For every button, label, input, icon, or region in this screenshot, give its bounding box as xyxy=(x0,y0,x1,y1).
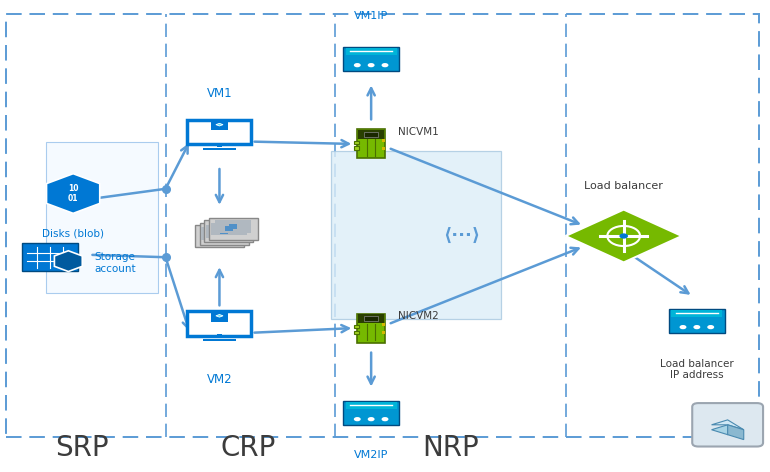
Circle shape xyxy=(354,417,360,421)
Bar xyxy=(383,323,386,326)
Text: NRP: NRP xyxy=(422,434,479,463)
Bar xyxy=(364,316,378,321)
FancyBboxPatch shape xyxy=(220,229,228,234)
Text: Storage
account: Storage account xyxy=(95,252,136,274)
FancyBboxPatch shape xyxy=(354,141,359,144)
FancyBboxPatch shape xyxy=(203,339,236,341)
Circle shape xyxy=(354,63,360,67)
FancyBboxPatch shape xyxy=(225,227,233,231)
Bar xyxy=(6,14,759,437)
FancyBboxPatch shape xyxy=(209,218,258,240)
Circle shape xyxy=(619,233,628,239)
Polygon shape xyxy=(565,210,682,262)
Bar xyxy=(358,130,384,139)
Text: Load balancer: Load balancer xyxy=(584,181,663,191)
Bar xyxy=(383,147,386,150)
Text: VM2IP: VM2IP xyxy=(354,450,388,460)
Text: NICVM2: NICVM2 xyxy=(398,311,439,321)
FancyBboxPatch shape xyxy=(354,325,359,328)
Bar xyxy=(383,331,386,334)
Polygon shape xyxy=(216,314,223,317)
FancyBboxPatch shape xyxy=(343,401,399,425)
Bar xyxy=(217,143,222,147)
FancyBboxPatch shape xyxy=(201,228,238,240)
Text: Load balancer
IP address: Load balancer IP address xyxy=(660,359,734,380)
FancyBboxPatch shape xyxy=(229,224,237,229)
FancyBboxPatch shape xyxy=(206,225,243,237)
Bar xyxy=(217,334,222,338)
FancyBboxPatch shape xyxy=(195,225,244,247)
FancyBboxPatch shape xyxy=(331,151,501,319)
Polygon shape xyxy=(728,425,744,439)
FancyBboxPatch shape xyxy=(46,142,158,293)
Circle shape xyxy=(693,325,701,329)
Text: VM2: VM2 xyxy=(206,373,233,386)
FancyBboxPatch shape xyxy=(187,311,251,336)
Text: VM1: VM1 xyxy=(206,87,233,100)
Circle shape xyxy=(368,417,374,421)
Bar xyxy=(346,48,397,55)
FancyBboxPatch shape xyxy=(357,313,386,343)
FancyBboxPatch shape xyxy=(343,47,399,71)
FancyBboxPatch shape xyxy=(692,403,763,447)
FancyBboxPatch shape xyxy=(216,231,223,236)
Circle shape xyxy=(382,63,388,67)
FancyBboxPatch shape xyxy=(669,309,725,333)
FancyBboxPatch shape xyxy=(210,223,247,235)
Polygon shape xyxy=(711,420,744,430)
Circle shape xyxy=(382,417,388,421)
Polygon shape xyxy=(46,174,100,213)
Polygon shape xyxy=(711,425,744,435)
Polygon shape xyxy=(55,251,82,271)
Text: ⟨···⟩: ⟨···⟩ xyxy=(444,227,480,245)
Circle shape xyxy=(707,325,715,329)
FancyBboxPatch shape xyxy=(354,146,359,150)
FancyBboxPatch shape xyxy=(187,120,251,144)
FancyBboxPatch shape xyxy=(357,129,386,159)
Bar xyxy=(346,402,397,409)
FancyBboxPatch shape xyxy=(211,120,228,130)
Circle shape xyxy=(368,63,374,67)
Bar xyxy=(671,310,722,317)
Text: Disks (blob): Disks (blob) xyxy=(42,229,104,239)
FancyBboxPatch shape xyxy=(354,330,359,334)
FancyBboxPatch shape xyxy=(211,311,228,321)
Circle shape xyxy=(679,325,687,329)
FancyBboxPatch shape xyxy=(204,220,253,242)
Text: CRP: CRP xyxy=(220,434,276,463)
Text: 10
01: 10 01 xyxy=(68,184,79,203)
Bar xyxy=(383,139,386,142)
Polygon shape xyxy=(216,123,223,126)
FancyBboxPatch shape xyxy=(203,148,236,150)
Bar xyxy=(364,132,378,137)
FancyBboxPatch shape xyxy=(22,244,79,271)
Text: SRP: SRP xyxy=(55,434,109,463)
Bar xyxy=(358,314,384,323)
FancyBboxPatch shape xyxy=(215,220,252,233)
FancyBboxPatch shape xyxy=(199,223,249,244)
Text: NICVM1: NICVM1 xyxy=(398,127,439,137)
Text: VM1IP: VM1IP xyxy=(354,11,388,21)
